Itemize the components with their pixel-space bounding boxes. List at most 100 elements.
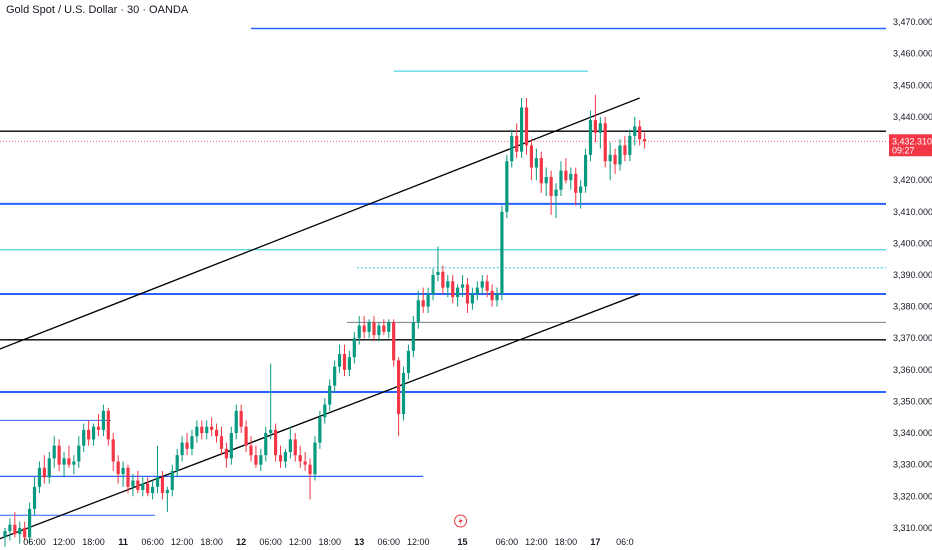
candle-body xyxy=(249,445,253,456)
candle-body xyxy=(431,275,435,294)
candle-body xyxy=(318,417,322,443)
candle-body xyxy=(328,385,332,405)
candle-body xyxy=(485,281,489,291)
candle-body xyxy=(460,284,465,288)
candle-34 xyxy=(170,464,174,497)
candle-51 xyxy=(254,445,258,468)
candle-body xyxy=(569,173,573,181)
y-tick-label-5: 3,360.000 xyxy=(893,365,932,375)
candle-77 xyxy=(382,319,386,336)
candle-body xyxy=(274,429,278,456)
candle-body xyxy=(91,426,96,440)
candle-103 xyxy=(510,129,514,168)
candle-body xyxy=(244,426,248,446)
candle-121 xyxy=(598,116,602,149)
candle-87 xyxy=(431,268,435,301)
candle-body xyxy=(126,467,130,487)
candle-28 xyxy=(141,477,145,497)
candle-44 xyxy=(219,426,224,456)
candle-body xyxy=(342,354,347,370)
candle-59 xyxy=(293,433,297,462)
candle-119 xyxy=(588,110,593,162)
candle-body xyxy=(116,461,120,475)
candle-body xyxy=(465,284,470,304)
candle-body xyxy=(524,107,529,146)
candle-88 xyxy=(436,246,440,282)
candle-body xyxy=(451,281,455,298)
candle-body xyxy=(416,300,420,323)
candle-128 xyxy=(633,116,637,146)
x-tick-label-0: 06:00 xyxy=(23,537,46,547)
candle-78 xyxy=(387,319,391,339)
candle-body xyxy=(436,271,440,275)
candle-body xyxy=(564,170,568,181)
candle-1 xyxy=(8,518,12,541)
candle-body xyxy=(155,477,160,487)
candle-75 xyxy=(372,316,376,342)
candle-64 xyxy=(318,410,322,449)
candle-107 xyxy=(529,139,534,181)
candle-body xyxy=(254,455,258,465)
candle-body xyxy=(539,158,543,184)
candle-body xyxy=(264,433,268,456)
trendline-1 xyxy=(0,293,640,540)
candle-body xyxy=(628,135,632,155)
x-tick-label-11: 13 xyxy=(354,537,364,547)
candle-body xyxy=(18,527,22,535)
candle-body xyxy=(160,477,165,494)
candle-body xyxy=(190,436,194,449)
x-tick-label-16: 12:00 xyxy=(525,537,548,547)
candle-body xyxy=(441,271,445,288)
candle-62 xyxy=(308,458,312,500)
candle-body xyxy=(3,531,7,538)
x-tick-label-18: 17 xyxy=(590,537,600,547)
candle-76 xyxy=(377,322,381,342)
x-tick-label-7: 12 xyxy=(236,537,246,547)
price-tag-bg xyxy=(889,134,932,157)
candle-body xyxy=(72,461,76,465)
candle-39 xyxy=(195,420,199,443)
candle-37 xyxy=(185,433,189,456)
candle-8 xyxy=(42,455,46,484)
candle-body xyxy=(510,135,514,162)
y-tick-label-1: 3,320.000 xyxy=(893,491,932,501)
candle-108 xyxy=(534,148,538,181)
candle-body xyxy=(372,322,376,336)
candle-45 xyxy=(224,442,228,468)
candle-body xyxy=(515,135,519,152)
trendline-0 xyxy=(0,97,640,350)
candle-body xyxy=(37,467,42,487)
price-tag-countdown: 09:27 xyxy=(892,145,915,155)
candle-body xyxy=(362,325,366,332)
candle-47 xyxy=(234,404,238,440)
price-tag-label: 3,432.310 xyxy=(892,136,932,146)
candle-body xyxy=(288,439,292,453)
candle-body xyxy=(96,426,101,430)
candle-105 xyxy=(520,97,524,159)
candle-body xyxy=(534,158,538,168)
candle-83 xyxy=(411,316,415,358)
candle-body xyxy=(234,410,238,434)
candle-body xyxy=(313,442,317,475)
candle-115 xyxy=(569,167,573,190)
candle-56 xyxy=(278,445,283,468)
candle-body xyxy=(406,350,411,373)
candle-38 xyxy=(190,429,194,456)
candle-79 xyxy=(392,319,396,367)
candle-58 xyxy=(288,426,292,459)
candle-body xyxy=(308,464,312,475)
candle-6 xyxy=(32,477,37,516)
candle-body xyxy=(588,120,593,155)
candle-body xyxy=(47,458,51,478)
y-tick-label-9: 3,400.000 xyxy=(893,238,932,248)
candle-body xyxy=(224,448,228,459)
candle-63 xyxy=(313,436,317,481)
candle-30 xyxy=(151,480,155,500)
candle-body xyxy=(426,293,430,307)
candle-10 xyxy=(52,436,56,468)
candle-body xyxy=(239,410,243,427)
candle-89 xyxy=(441,265,445,294)
candle-66 xyxy=(328,379,332,411)
